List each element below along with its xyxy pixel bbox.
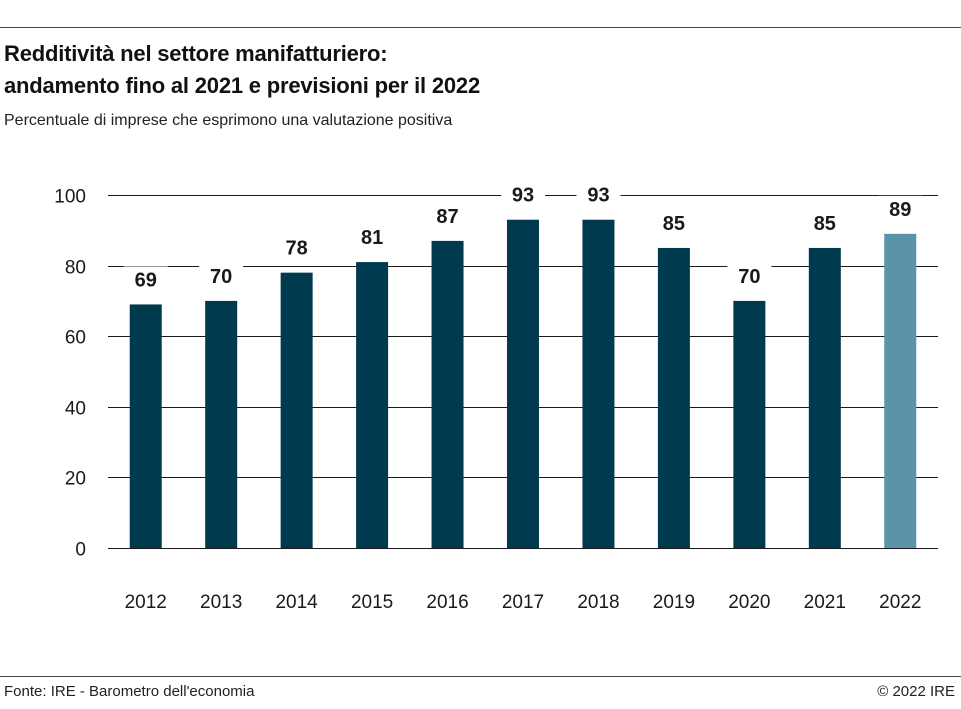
bar-2022 bbox=[884, 233, 917, 548]
bars bbox=[129, 219, 917, 548]
chart-title: Redditività nel settore manifatturiero: … bbox=[4, 38, 944, 102]
x-tick-label: 2015 bbox=[351, 592, 393, 613]
bar-2019 bbox=[657, 247, 690, 548]
copyright-note: © 2022 IRE bbox=[877, 683, 955, 700]
chart-title-line-2: andamento fino al 2021 e previsioni per … bbox=[4, 73, 481, 98]
bar-2020 bbox=[733, 300, 766, 548]
bar-2013 bbox=[205, 300, 238, 548]
value-label: 89 bbox=[889, 199, 911, 221]
y-tick-label: 80 bbox=[65, 258, 86, 279]
x-tick-label: 2016 bbox=[426, 592, 468, 613]
source-note: Fonte: IRE - Barometro dell'economia bbox=[4, 683, 255, 700]
x-tick-label: 2022 bbox=[879, 592, 921, 613]
value-label-backdrop bbox=[651, 209, 696, 236]
x-tick-label: 2020 bbox=[728, 592, 770, 613]
x-tick-label: 2014 bbox=[275, 592, 318, 613]
y-tick-label: 0 bbox=[75, 540, 86, 561]
value-label-backdrop bbox=[199, 262, 244, 289]
value-label-backdrop bbox=[501, 181, 545, 208]
y-axis-ticks: 0 20 40 60 80 100 bbox=[54, 187, 86, 561]
value-label-backdrop bbox=[274, 234, 319, 261]
bar-2018 bbox=[582, 219, 615, 548]
y-tick-label: 20 bbox=[65, 469, 86, 490]
x-tick-label: 2013 bbox=[200, 592, 242, 613]
bottom-rule bbox=[0, 676, 961, 677]
bar-2015 bbox=[356, 262, 389, 548]
y-tick-label: 40 bbox=[65, 399, 86, 420]
value-label-backdrop bbox=[123, 266, 168, 293]
x-tick-label: 2019 bbox=[653, 592, 695, 613]
value-label-backdrop bbox=[425, 202, 470, 229]
x-tick-label: 2021 bbox=[804, 592, 846, 613]
bar-2021 bbox=[808, 247, 841, 548]
value-label: 70 bbox=[210, 266, 232, 288]
value-label-backdrop bbox=[350, 224, 395, 251]
x-tick-label: 2012 bbox=[125, 592, 167, 613]
bar-2017 bbox=[507, 219, 539, 548]
value-label: 93 bbox=[587, 185, 609, 207]
value-label-backdrop bbox=[878, 195, 923, 222]
value-label: 87 bbox=[436, 206, 458, 228]
top-rule bbox=[0, 27, 961, 28]
chart-title-line-1: Redditività nel settore manifatturiero: bbox=[4, 41, 388, 66]
x-tick-label: 2017 bbox=[502, 592, 544, 613]
value-label: 81 bbox=[361, 227, 383, 249]
value-label: 78 bbox=[286, 238, 308, 260]
value-label: 85 bbox=[663, 213, 685, 235]
value-label: 69 bbox=[135, 269, 157, 291]
value-label: 93 bbox=[512, 185, 534, 207]
y-tick-label: 60 bbox=[65, 328, 86, 349]
bar-2016 bbox=[431, 240, 464, 548]
value-label-backdrop bbox=[576, 181, 621, 208]
bar-2014 bbox=[280, 272, 313, 548]
bar-2012 bbox=[129, 304, 162, 548]
x-axis-ticks: 2012 2013 2014 2015 2016 2017 2018 2019 2020 2021… bbox=[125, 592, 922, 613]
value-labels: 69 70 78 81 87 93 93 85 70 85 89 bbox=[123, 181, 923, 293]
value-label: 70 bbox=[738, 266, 760, 288]
value-label-backdrop bbox=[802, 209, 847, 236]
y-tick-label: 100 bbox=[54, 187, 86, 208]
chart-subtitle: Percentuale di imprese che esprimono una… bbox=[4, 112, 453, 129]
value-label: 85 bbox=[814, 213, 836, 235]
x-tick-label: 2018 bbox=[577, 592, 619, 613]
value-label-backdrop bbox=[727, 262, 772, 289]
